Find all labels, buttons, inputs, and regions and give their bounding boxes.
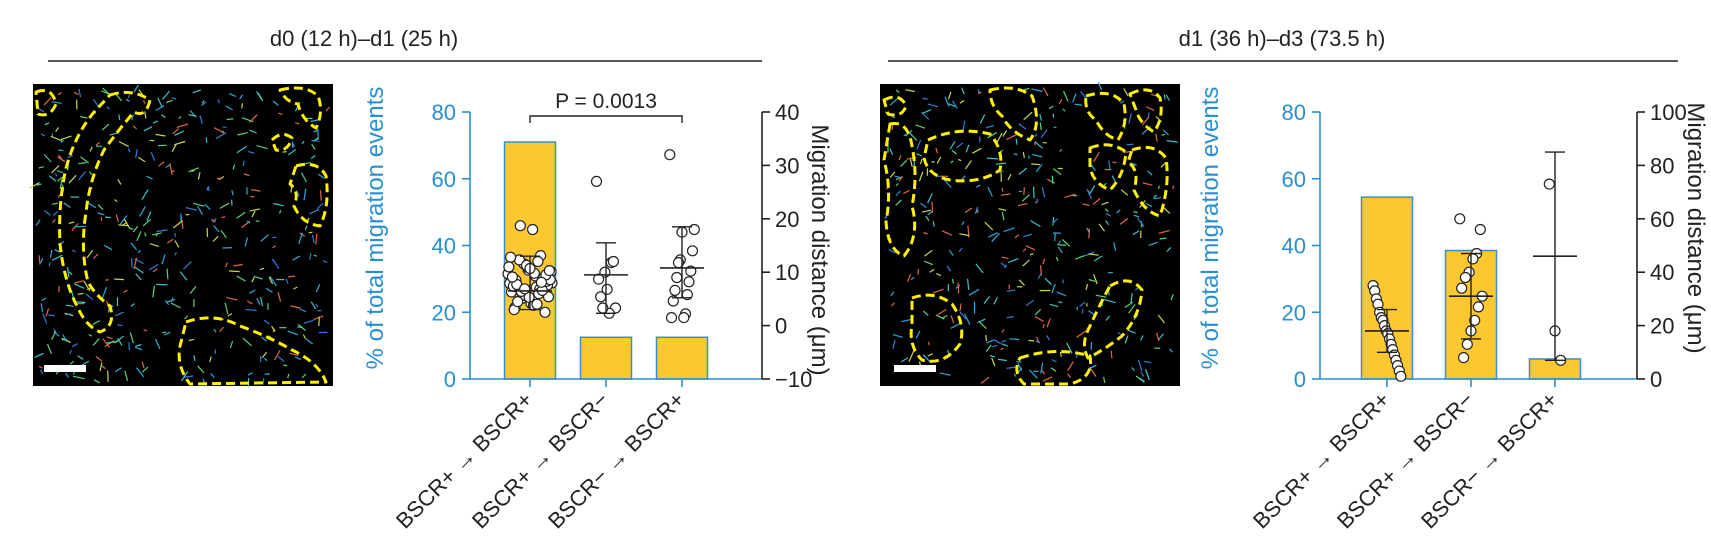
- microscopy-image-1: [29, 84, 333, 388]
- y2-tick-label: 80: [1650, 153, 1674, 178]
- data-point: [683, 276, 695, 288]
- y-axis-label: % of total migration events: [362, 87, 389, 370]
- data-point: [514, 220, 526, 232]
- microscopy-image-2: [880, 81, 1180, 386]
- y2-axis-label: Migration distance (μm): [806, 124, 833, 375]
- y2-tick-label: 0: [1650, 367, 1662, 392]
- data-point: [671, 271, 683, 284]
- data-point: [1467, 253, 1479, 265]
- data-point: [1456, 282, 1468, 294]
- panel-1-header: d0 (12 h)–d1 (25 h): [270, 26, 458, 51]
- data-point: [532, 255, 544, 268]
- data-point: [686, 245, 699, 257]
- y-tick-label: 20: [1282, 300, 1306, 325]
- data-point: [1472, 301, 1485, 313]
- y2-tick-label: 20: [1650, 314, 1674, 339]
- cell-track-speckles: [29, 84, 330, 388]
- bar: [1528, 358, 1582, 380]
- data-point: [595, 291, 607, 303]
- data-point: [678, 312, 690, 324]
- data-point: [539, 306, 551, 318]
- y2-tick-label: 0: [775, 314, 787, 339]
- y2-tick-label: 100: [1650, 100, 1687, 125]
- data-point: [590, 175, 603, 187]
- data-point: [506, 271, 519, 283]
- y-axis-label: % of total migration events: [1197, 87, 1224, 370]
- data-point: [1459, 271, 1472, 284]
- cell-track-speckles: [884, 81, 1178, 384]
- significance-bracket: [529, 115, 683, 123]
- data-point: [543, 265, 556, 277]
- significance-label: P = 0.0013: [555, 90, 657, 113]
- y-tick-label: 0: [444, 367, 456, 392]
- y-tick-label: 20: [432, 300, 456, 325]
- y2-tick-label: 20: [775, 207, 799, 232]
- data-point: [601, 283, 613, 295]
- panel-2-header: d1 (36 h)–d3 (73.5 h): [1179, 26, 1386, 51]
- data-point: [523, 291, 535, 303]
- data-point: [665, 312, 678, 324]
- y2-axis-label: Migration distance (μm): [1682, 102, 1709, 353]
- y2-tick-label: 30: [775, 153, 799, 178]
- data-point: [1474, 223, 1486, 236]
- bar: [655, 336, 709, 380]
- x-tick-label: BSCR+ → BSCR+: [1248, 387, 1394, 533]
- chart-1: % of total migration events Migration di…: [362, 87, 833, 534]
- dashed-outline-icon: [882, 86, 1169, 386]
- y-tick-label: 80: [432, 100, 456, 125]
- data-point: [1469, 314, 1481, 326]
- scale-bar: [894, 365, 936, 372]
- scale-bar: [44, 365, 86, 372]
- data-point: [503, 261, 515, 273]
- chart-2: % of total migration events Migration di…: [1197, 87, 1709, 534]
- data-point: [505, 251, 517, 263]
- data-point: [688, 223, 700, 236]
- y-tick-label: 40: [1282, 234, 1306, 259]
- x-tick-label: BSCR+ → BSCR+: [391, 387, 537, 533]
- data-point: [607, 255, 620, 268]
- y2-tick-label: 60: [1650, 207, 1674, 232]
- y2-tick-label: 10: [775, 260, 799, 285]
- y-tick-label: 60: [432, 167, 456, 192]
- data-point: [1461, 338, 1473, 350]
- y-tick-label: 40: [432, 234, 456, 259]
- data-point: [1543, 178, 1555, 190]
- data-point: [669, 284, 681, 296]
- bar: [579, 336, 633, 380]
- data-point: [1457, 352, 1470, 364]
- y-tick-label: 0: [1294, 367, 1306, 392]
- y2-tick-label: 40: [775, 100, 799, 125]
- data-point: [512, 296, 524, 308]
- data-point: [1395, 370, 1407, 382]
- y-tick-label: 60: [1282, 167, 1306, 192]
- data-point: [1454, 213, 1466, 225]
- data-point: [664, 149, 676, 161]
- dashed-outline-icon: [34, 86, 329, 386]
- x-tick-label: BSCR+ → BSCR−: [467, 387, 613, 533]
- data-point: [535, 276, 548, 288]
- data-point: [531, 298, 543, 310]
- data-point: [519, 283, 531, 295]
- x-tick-label: BSCR− → BSCR+: [543, 387, 689, 533]
- y-tick-label: 80: [1282, 100, 1306, 125]
- data-point: [526, 223, 539, 236]
- y2-tick-label: 40: [1650, 260, 1674, 285]
- y2-tick-label: −10: [775, 367, 812, 392]
